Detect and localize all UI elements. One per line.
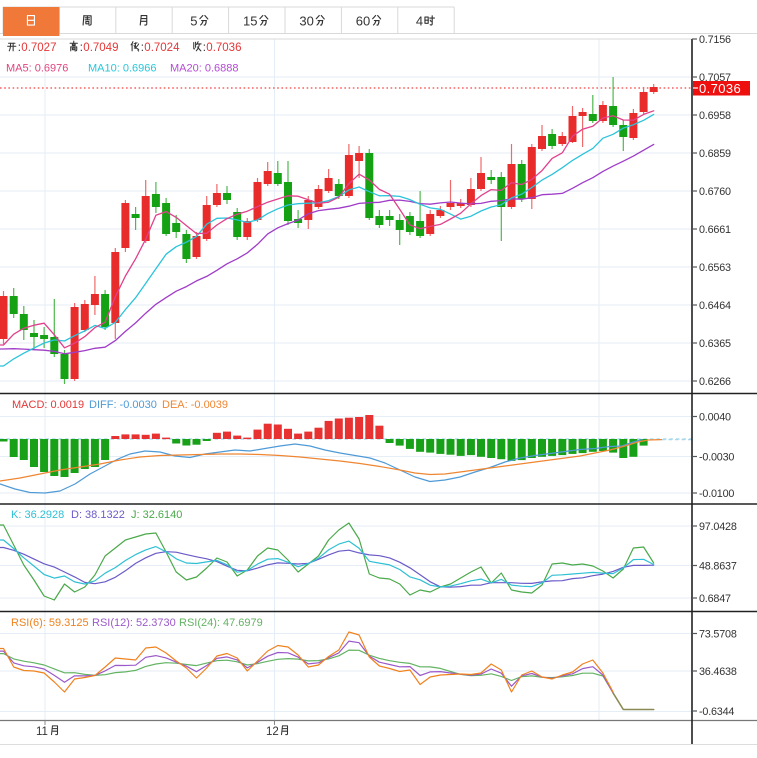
svg-text:DEA: -0.0039: DEA: -0.0039 — [162, 399, 228, 411]
svg-text:0.6760: 0.6760 — [699, 186, 731, 198]
svg-text:0.7036: 0.7036 — [699, 81, 741, 96]
svg-text:-0.0030: -0.0030 — [699, 452, 734, 464]
svg-text:0.0040: 0.0040 — [699, 412, 731, 424]
svg-text:0.6266: 0.6266 — [699, 376, 731, 388]
svg-text:4: 4 — [416, 14, 423, 29]
svg-text::: : — [203, 42, 206, 54]
svg-text:11: 11 — [36, 726, 48, 738]
svg-text:-0.0100: -0.0100 — [699, 488, 734, 500]
svg-text::: : — [18, 42, 21, 54]
svg-text:0.6958: 0.6958 — [699, 110, 731, 122]
svg-text:0.6464: 0.6464 — [699, 300, 731, 312]
svg-text:0.6661: 0.6661 — [699, 224, 731, 236]
svg-text:0.6859: 0.6859 — [699, 148, 731, 160]
svg-text:MA20: 0.6888: MA20: 0.6888 — [170, 63, 239, 75]
svg-text:-0.6344: -0.6344 — [699, 706, 734, 718]
svg-text:0.7036: 0.7036 — [206, 42, 241, 54]
svg-text:36.4638: 36.4638 — [699, 666, 737, 678]
svg-text:48.8637: 48.8637 — [699, 561, 737, 573]
svg-text:0.7049: 0.7049 — [83, 42, 118, 54]
svg-text:15: 15 — [243, 14, 257, 29]
svg-text:MA10: 0.6966: MA10: 0.6966 — [88, 63, 157, 75]
svg-text:RSI(12): 52.3730: RSI(12): 52.3730 — [92, 617, 176, 629]
svg-text:DIFF: -0.0030: DIFF: -0.0030 — [89, 399, 157, 411]
svg-text:0.6365: 0.6365 — [699, 338, 731, 350]
svg-text:73.5708: 73.5708 — [699, 629, 737, 641]
svg-text::: : — [80, 42, 83, 54]
svg-text:MA5: 0.6976: MA5: 0.6976 — [6, 63, 68, 75]
svg-text::: : — [141, 42, 144, 54]
svg-text:0.7024: 0.7024 — [144, 42, 180, 54]
svg-text:12: 12 — [266, 726, 279, 738]
svg-text:30: 30 — [299, 14, 313, 29]
svg-text:RSI(6): 59.3125: RSI(6): 59.3125 — [11, 617, 89, 629]
svg-text:D: 38.1322: D: 38.1322 — [71, 509, 125, 521]
svg-text:60: 60 — [356, 14, 370, 29]
svg-text:5: 5 — [190, 14, 197, 29]
svg-text:MACD: 0.0019: MACD: 0.0019 — [12, 399, 84, 411]
svg-text:0.6847: 0.6847 — [699, 593, 731, 605]
svg-text:0.6563: 0.6563 — [699, 262, 731, 274]
svg-text:0.7027: 0.7027 — [21, 42, 56, 54]
svg-text:0.7156: 0.7156 — [699, 34, 731, 46]
svg-text:J: 32.6140: J: 32.6140 — [131, 509, 182, 521]
svg-text:97.0428: 97.0428 — [699, 521, 737, 533]
svg-text:K: 36.2928: K: 36.2928 — [11, 509, 64, 521]
svg-text:RSI(24): 47.6979: RSI(24): 47.6979 — [179, 617, 263, 629]
